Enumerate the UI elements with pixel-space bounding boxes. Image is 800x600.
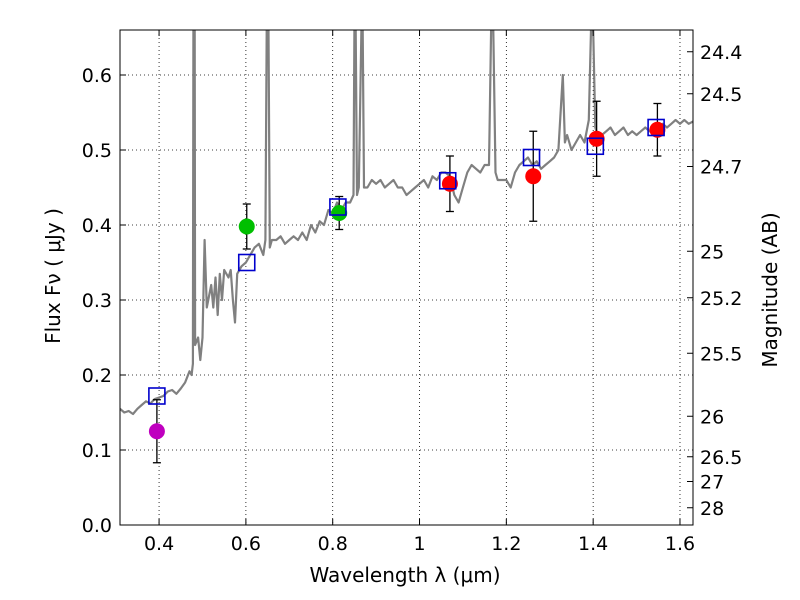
y-tick-label: 0.5 (82, 140, 112, 162)
magnitude-tick-label: 25.2 (700, 288, 742, 310)
plot-frame (119, 29, 694, 526)
magnitude-tick-label: 26 (700, 406, 724, 428)
magnitude-tick-label: 24.7 (700, 157, 742, 179)
y-tick-label: 0.3 (82, 290, 112, 312)
model-square (522, 148, 541, 167)
x-tick-label: 1.2 (491, 533, 521, 555)
y-tick-label: 0.2 (82, 365, 112, 387)
x-tick-label: 0.4 (144, 533, 174, 555)
observed-point (441, 175, 458, 192)
x-tick-label: 1 (413, 533, 425, 555)
y-tick-label: 0.6 (82, 65, 112, 87)
observed-point (331, 205, 348, 221)
magnitude-tick-label: 25 (700, 241, 724, 263)
y-tick-label: 0.1 (82, 440, 112, 462)
y-tick-label: 0.0 (82, 515, 112, 537)
model-spectrum (120, 30, 693, 416)
model-square (237, 253, 256, 272)
x-axis-ticks: 0.4 0.6 0.8 1 1.2 1.4 1.6 (144, 30, 695, 555)
x-tick-label: 0.6 (231, 533, 261, 555)
model-photometry-squares (148, 118, 665, 405)
magnitude-tick-label: 25.5 (700, 343, 742, 365)
x-axis-label: Wavelength λ (μm) (309, 563, 500, 587)
x-tick-label: 0.8 (318, 533, 348, 555)
magnitude-tick-label: 24.5 (700, 84, 742, 106)
observed-point (649, 121, 666, 138)
observed-point (238, 218, 255, 235)
magnitude-axis-ticks: 24.4 24.5 24.7 25 25.2 25.5 26 26.5 27 28 (687, 42, 742, 520)
observed-point (148, 423, 165, 440)
y-tick-label: 0.4 (82, 215, 112, 237)
x-tick-label: 1.6 (665, 533, 695, 555)
model-square (148, 387, 166, 405)
model-square (438, 171, 457, 190)
y-axis-ticks: 0.0 0.1 0.2 0.3 0.4 0.5 0.6 (82, 65, 126, 537)
y-axis-label: Flux Fν ( μJy ) (41, 208, 65, 344)
observed-point (525, 168, 542, 185)
model-square (586, 137, 605, 156)
error-bars (152, 100, 662, 464)
observed-points (148, 121, 666, 440)
magnitude-tick-label: 28 (700, 498, 724, 520)
magnitude-tick-label: 24.4 (700, 42, 742, 64)
magnitude-tick-label: 26.5 (700, 447, 742, 469)
magnitude-tick-label: 27 (700, 472, 724, 494)
x-tick-label: 1.4 (578, 533, 608, 555)
model-square (647, 118, 665, 137)
grid (120, 30, 693, 526)
model-square (329, 198, 347, 216)
magnitude-axis-label: Magnitude (AB) (758, 212, 782, 367)
spectrum-line (120, 30, 693, 416)
